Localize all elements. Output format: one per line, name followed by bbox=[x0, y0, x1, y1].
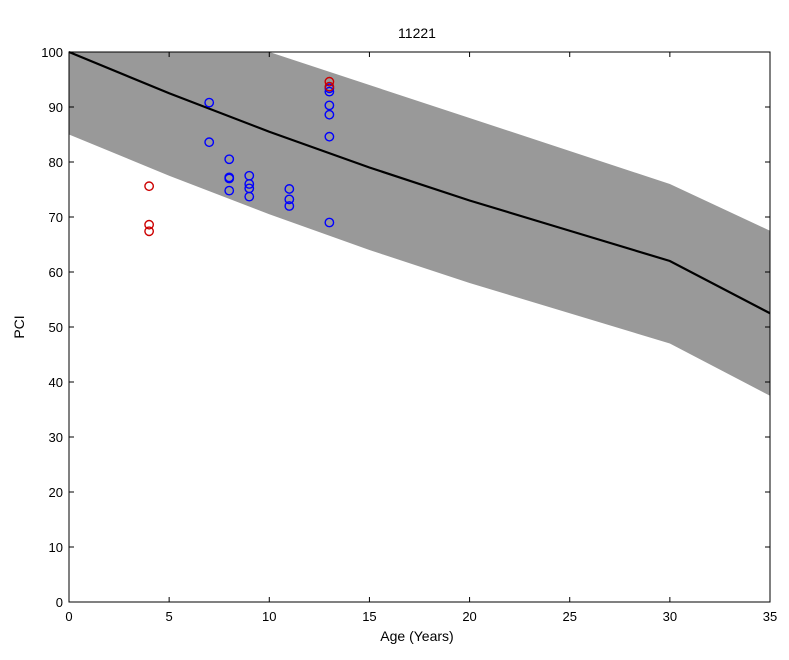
point-blue-1 bbox=[204, 137, 215, 148]
point-blue-15 bbox=[324, 100, 335, 111]
x-tick-label: 30 bbox=[663, 609, 677, 624]
plot-area bbox=[68, 50, 771, 603]
y-axis: 0 10 20 30 40 50 60 70 80 90 100 bbox=[41, 45, 770, 610]
x-tick-label: 0 bbox=[65, 609, 72, 624]
x-axis-label: Age (Years) bbox=[380, 628, 453, 644]
point-red-0 bbox=[144, 181, 155, 192]
y-tick-label: 80 bbox=[49, 155, 63, 170]
x-tick-label: 10 bbox=[262, 609, 276, 624]
point-red-4 bbox=[324, 81, 335, 92]
x-axis: 0 5 10 15 20 25 30 35 bbox=[65, 52, 777, 624]
point-blue-0 bbox=[204, 97, 215, 108]
confidence-band bbox=[69, 52, 770, 396]
point-red-1 bbox=[144, 219, 155, 230]
y-tick-label: 0 bbox=[56, 595, 63, 610]
point-red-2 bbox=[144, 226, 155, 237]
y-tick-label: 40 bbox=[49, 375, 63, 390]
point-blue-5 bbox=[224, 185, 235, 196]
x-tick-label: 25 bbox=[562, 609, 576, 624]
point-blue-14 bbox=[324, 86, 335, 97]
y-tick-label: 50 bbox=[49, 320, 63, 335]
y-tick-label: 20 bbox=[49, 485, 63, 500]
point-blue-18 bbox=[324, 217, 335, 228]
y-tick-label: 60 bbox=[49, 265, 63, 280]
point-blue-7 bbox=[244, 179, 255, 189]
point-blue-11 bbox=[284, 194, 295, 205]
y-tick-label: 70 bbox=[49, 210, 63, 225]
points-layer bbox=[144, 76, 335, 237]
x-tick-label: 15 bbox=[362, 609, 376, 624]
y-tick-label: 30 bbox=[49, 430, 63, 445]
y-tick-label: 100 bbox=[41, 45, 63, 60]
point-blue-10 bbox=[284, 184, 295, 194]
point-blue-17 bbox=[324, 131, 335, 142]
point-blue-4 bbox=[224, 173, 235, 184]
point-blue-12 bbox=[284, 201, 295, 211]
chart-title: 11221 bbox=[398, 25, 436, 41]
y-tick-label: 10 bbox=[49, 540, 63, 555]
point-blue-9 bbox=[244, 191, 255, 202]
y-axis-label: PCI bbox=[11, 315, 27, 338]
point-red-3 bbox=[324, 76, 335, 87]
x-tick-label: 20 bbox=[462, 609, 476, 624]
point-blue-16 bbox=[324, 109, 335, 120]
x-tick-label: 35 bbox=[763, 609, 777, 624]
y-tick-label: 90 bbox=[49, 100, 63, 115]
x-tick-label: 5 bbox=[166, 609, 173, 624]
point-blue-2 bbox=[224, 154, 235, 165]
expected-curve bbox=[68, 50, 771, 315]
